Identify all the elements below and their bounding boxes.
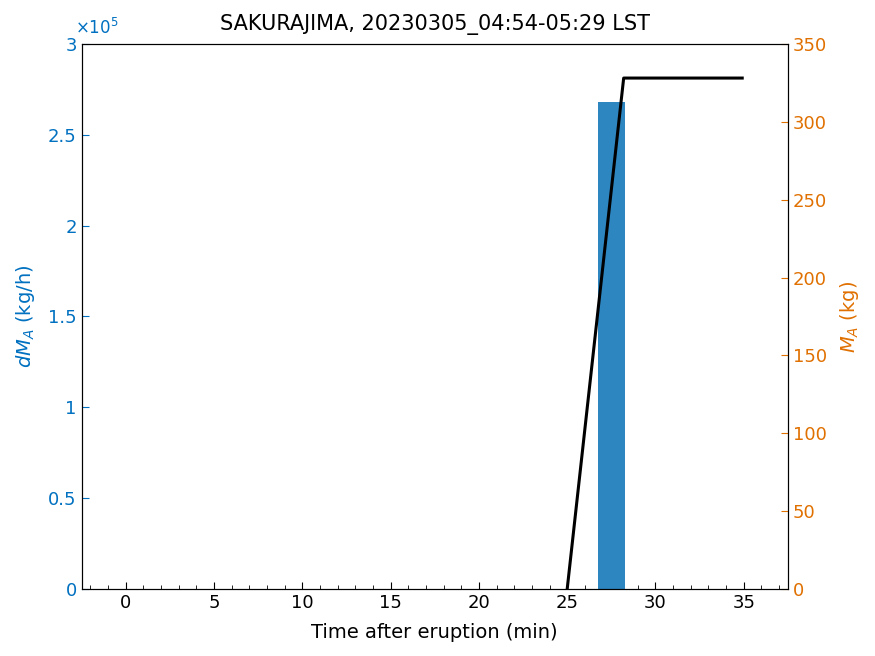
Y-axis label: $M_A$ (kg): $M_A$ (kg) — [838, 280, 861, 352]
Title: SAKURAJIMA, 20230305_04:54-05:29 LST: SAKURAJIMA, 20230305_04:54-05:29 LST — [220, 14, 650, 35]
Y-axis label: $dM_A$ (kg/h): $dM_A$ (kg/h) — [14, 265, 37, 368]
X-axis label: Time after eruption (min): Time after eruption (min) — [312, 623, 558, 642]
Bar — [598, 102, 625, 589]
Text: $\times10^5$: $\times10^5$ — [74, 18, 118, 38]
